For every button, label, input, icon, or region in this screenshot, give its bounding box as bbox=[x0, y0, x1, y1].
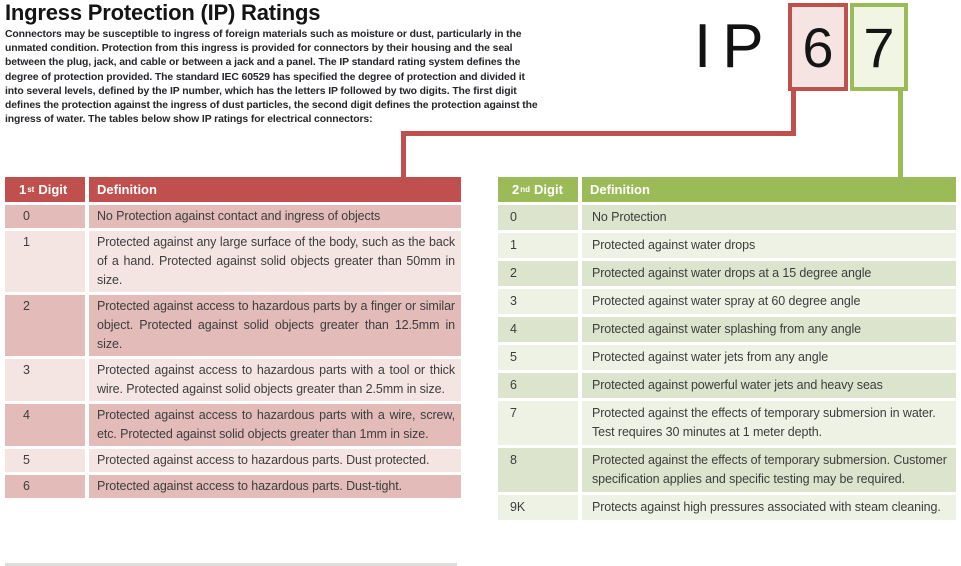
header-digit-num: 1 bbox=[19, 182, 27, 197]
definition-cell: Protected against powerful water jets an… bbox=[582, 373, 956, 398]
definition-column-header: Definition bbox=[582, 177, 956, 202]
table-body: 0 No Protection 1 Protected against water d… bbox=[498, 205, 956, 520]
table-row: 5 Protected against water jets from any a… bbox=[498, 345, 956, 370]
digit-cell: 5 bbox=[498, 345, 578, 370]
digit-cell: 2 bbox=[5, 295, 85, 356]
digit-cell: 5 bbox=[5, 449, 85, 472]
digit-cell: 3 bbox=[498, 289, 578, 314]
table-row: 0 No Protection against contact and ingre… bbox=[5, 205, 461, 228]
digit-cell: 9K bbox=[498, 495, 578, 520]
definition-cell: No Protection bbox=[582, 205, 956, 230]
first-digit-connector-horizontal bbox=[401, 131, 796, 136]
header-digit-num: 2 bbox=[512, 182, 520, 197]
table-body: 0 No Protection against contact and ingre… bbox=[5, 205, 461, 498]
definition-cell: Protected against the effects of tempora… bbox=[582, 401, 956, 445]
digit-cell: 4 bbox=[5, 404, 85, 446]
definition-cell: Protected against water spray at 60 degr… bbox=[582, 289, 956, 314]
table-row: 6 Protected against access to hazardous p… bbox=[5, 475, 461, 498]
first-digit-connector-drop bbox=[401, 131, 406, 180]
table-row: 5 Protected against access to hazardous p… bbox=[5, 449, 461, 472]
definition-cell: Protected against water drops bbox=[582, 233, 956, 258]
second-digit-box: 7 bbox=[850, 3, 908, 91]
definition-cell: Protected against water drops at a 15 de… bbox=[582, 261, 956, 286]
definition-cell: Protects against high pressures associat… bbox=[582, 495, 956, 520]
header-digit-word: Digit bbox=[38, 182, 68, 197]
digit-cell: 0 bbox=[498, 205, 578, 230]
digit-cell: 1 bbox=[498, 233, 578, 258]
table-row: 3 Protected against access to hazardous p… bbox=[5, 359, 461, 401]
definition-cell: Protected against water splashing from a… bbox=[582, 317, 956, 342]
digit-cell: 1 bbox=[5, 231, 85, 292]
table-row: 9K Protects against high pressures associ… bbox=[498, 495, 956, 520]
table-row: 3 Protected against water spray at 60 deg… bbox=[498, 289, 956, 314]
intro-paragraph: Connectors may be susceptible to ingress… bbox=[5, 29, 538, 126]
table-row: 1 Protected against any large surface of … bbox=[5, 231, 461, 292]
definition-cell: Protected against any large surface of t… bbox=[89, 231, 461, 292]
definition-cell: Protected against access to hazardous pa… bbox=[89, 404, 461, 446]
header-digit-word: Digit bbox=[534, 182, 563, 197]
definition-cell: Protected against access to hazardous pa… bbox=[89, 359, 461, 401]
ip-prefix-text: IP bbox=[694, 12, 775, 81]
cropped-next-row-edge bbox=[5, 563, 457, 566]
table-row: 7 Protected against the effects of tempor… bbox=[498, 401, 956, 445]
digit-cell: 2 bbox=[498, 261, 578, 286]
header-digit-ordinal: nd bbox=[520, 185, 531, 194]
definition-column-header: Definition bbox=[89, 177, 461, 202]
table-row: 8 Protected against the effects of tempor… bbox=[498, 448, 956, 492]
digit-cell: 0 bbox=[5, 205, 85, 228]
table-row: 0 No Protection bbox=[498, 205, 956, 230]
page-title: Ingress Protection (IP) Ratings bbox=[5, 0, 321, 25]
digit-cell: 3 bbox=[5, 359, 85, 401]
table-row: 4 Protected against water splashing from … bbox=[498, 317, 956, 342]
definition-cell: No Protection against contact and ingres… bbox=[89, 205, 461, 228]
table-row: 2 Protected against water drops at a 15 d… bbox=[498, 261, 956, 286]
definition-cell: Protected against water jets from any an… bbox=[582, 345, 956, 370]
header-digit-ordinal: st bbox=[27, 185, 35, 194]
table-row: 6 Protected against powerful water jets a… bbox=[498, 373, 956, 398]
first-digit-connector-vertical bbox=[791, 89, 796, 136]
first-digit-box: 6 bbox=[788, 3, 848, 91]
definition-cell: Protected against access to hazardous pa… bbox=[89, 475, 461, 498]
digit-cell: 7 bbox=[498, 401, 578, 445]
digit-cell: 6 bbox=[5, 475, 85, 498]
digit-cell: 6 bbox=[498, 373, 578, 398]
digit-cell: 8 bbox=[498, 448, 578, 492]
table-row: 2 Protected against access to hazardous p… bbox=[5, 295, 461, 356]
table-row: 1 Protected against water drops bbox=[498, 233, 956, 258]
definition-cell: Protected against the effects of tempora… bbox=[582, 448, 956, 492]
second-digit-connector bbox=[898, 89, 903, 180]
definition-cell: Protected against access to hazardous pa… bbox=[89, 449, 461, 472]
digit-cell: 4 bbox=[498, 317, 578, 342]
table-row: 4 Protected against access to hazardous p… bbox=[5, 404, 461, 446]
definition-cell: Protected against access to hazardous pa… bbox=[89, 295, 461, 356]
